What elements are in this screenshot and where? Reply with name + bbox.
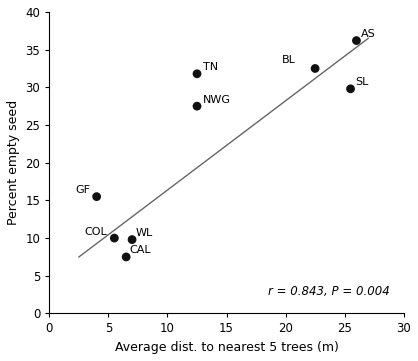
X-axis label: Average dist. to nearest 5 trees (m): Average dist. to nearest 5 trees (m): [115, 341, 339, 354]
Point: [123, 254, 130, 260]
Text: SL: SL: [355, 77, 369, 87]
Text: TN: TN: [203, 62, 218, 72]
Y-axis label: Percent empty seed: Percent empty seed: [7, 100, 20, 225]
Text: BL: BL: [282, 56, 296, 65]
Text: COL: COL: [85, 227, 107, 236]
Point: [353, 38, 360, 43]
Text: r = 0.843, P = 0.004: r = 0.843, P = 0.004: [268, 286, 390, 299]
Point: [194, 103, 200, 109]
Text: NWG: NWG: [203, 95, 231, 105]
Point: [312, 66, 319, 71]
Text: GF: GF: [75, 185, 90, 195]
Point: [129, 237, 135, 243]
Point: [111, 235, 118, 241]
Text: CAL: CAL: [130, 245, 151, 256]
Text: AS: AS: [361, 29, 376, 39]
Text: WL: WL: [135, 228, 153, 238]
Point: [347, 86, 354, 92]
Point: [93, 194, 100, 200]
Point: [194, 71, 200, 77]
